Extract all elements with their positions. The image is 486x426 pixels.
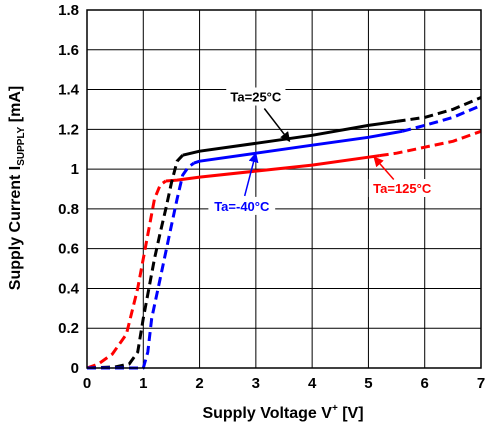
series-group (86, 96, 482, 370)
x-tick-label: 6 (421, 375, 429, 392)
annotation-2: Ta=125°C (368, 156, 436, 197)
series-line-solid (193, 129, 403, 165)
x-tick-label: 5 (364, 375, 372, 392)
series-line-dashed-start (87, 161, 195, 370)
x-tick-label: 3 (252, 375, 260, 392)
series-1 (86, 96, 482, 370)
x-tick-label: 1 (139, 375, 147, 392)
plot-area-border (86, 9, 482, 369)
y-axis-title-main: Supply Current I (7, 166, 24, 290)
y-tick-label: 1.6 (58, 42, 79, 59)
y-axis-title-sub: SUPPLY (16, 126, 27, 165)
annotation-label: Ta=-40°C (214, 199, 270, 214)
x-tick-label: 2 (195, 375, 203, 392)
y-tick-label: 1.2 (58, 121, 79, 138)
series-line-dashed-end (396, 96, 482, 123)
plot-frame (86, 9, 482, 369)
y-tick-label: 1.4 (58, 82, 80, 99)
series-line-dashed-start (86, 154, 184, 370)
annotation-arrow (243, 152, 259, 197)
y-axis-title-unit: [mA] (7, 86, 24, 127)
y-tick-label: 1.8 (58, 2, 79, 19)
series-line-solid (165, 154, 380, 183)
series-line-dashed-end (379, 129, 482, 158)
series-line-dashed-start (86, 179, 167, 370)
annotation-label: Ta=25°C (230, 90, 281, 105)
y-tick-label: 0 (71, 360, 79, 377)
y-tick-label: 0.6 (58, 241, 79, 258)
annotation-label-bg (368, 179, 436, 197)
annotation-arrow (373, 156, 395, 180)
x-tick-label: 0 (83, 375, 91, 392)
series-0 (86, 129, 482, 370)
annotations: Ta=25°C Ta=-40°C Ta=125°C (208, 87, 436, 215)
y-tick-label: 0.2 (58, 320, 79, 337)
annotation-label: Ta=125°C (373, 181, 432, 196)
y-tick-label: 0.4 (58, 280, 80, 297)
y-tick-label: 1 (71, 161, 79, 178)
x-tick-label: 7 (477, 375, 485, 392)
x-axis-title-sup: + (332, 403, 338, 414)
x-axis-title-main: Supply Voltage V (202, 405, 332, 422)
annotation-0: Ta=25°C (226, 87, 291, 143)
tick-labels: 0 1 2 3 4 5 6 7 0 0.2 0.4 0.6 0.8 1 1.2 1.4 1.6 1.8 (58, 2, 485, 392)
annotation-arrow (263, 108, 291, 143)
series-2 (87, 104, 482, 370)
annotation-1: Ta=-40°C (208, 152, 276, 215)
y-tick-label: 0.8 (58, 201, 79, 218)
annotation-label-bg (226, 87, 286, 106)
x-axis-title-unit: [V] (338, 405, 364, 422)
x-tick-label: 4 (308, 375, 317, 392)
x-axis-title: Supply Voltage V+ [V] (202, 403, 363, 422)
y-axis-title: Supply Current ISUPPLY [mA] (7, 86, 27, 290)
annotation-label-bg (208, 196, 276, 215)
